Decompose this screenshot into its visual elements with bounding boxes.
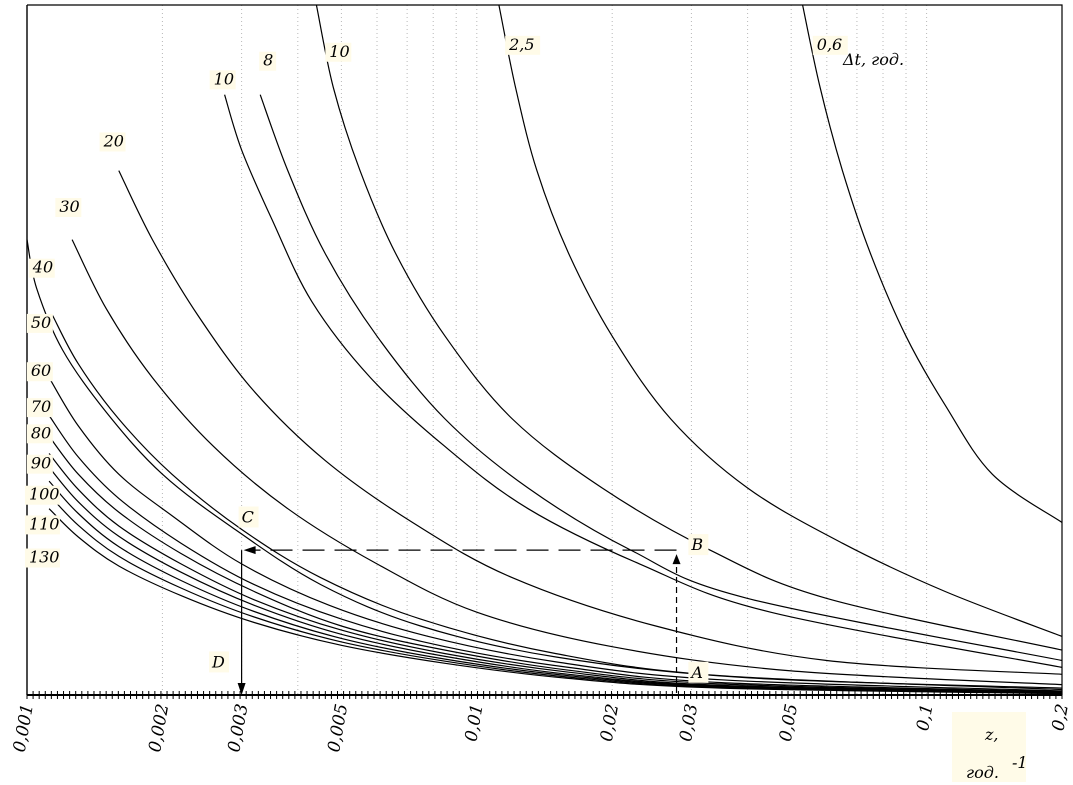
arrowhead-down xyxy=(237,683,246,695)
curve-label-background xyxy=(26,362,53,382)
x-tick-label-group: 0,02 xyxy=(597,702,623,743)
curve-20-5 xyxy=(118,170,1063,675)
curve-80-11 xyxy=(48,435,1063,693)
curve-label-background xyxy=(505,35,541,55)
curve-label-background xyxy=(325,42,352,62)
curve-100-13 xyxy=(48,466,1063,694)
curve-70-10 xyxy=(48,415,1063,693)
annotation-points: A B C D xyxy=(209,506,709,683)
curve-label-background xyxy=(55,198,82,217)
curve-30-6 xyxy=(71,239,1063,686)
x-tick-label-group: 0,03 xyxy=(676,702,702,743)
x-tick-label: 0,02 xyxy=(597,702,623,743)
legend-title-text: Δt, год. xyxy=(842,50,904,69)
curve-label: 10 xyxy=(329,42,349,61)
x-axis-title: z, год. -1 xyxy=(952,712,1028,782)
x-tick-label: 0,05 xyxy=(776,702,802,743)
grid-lines xyxy=(26,5,1063,695)
curve-40-7 xyxy=(26,239,1063,689)
x-tick-label: 0,002 xyxy=(145,702,173,753)
x-tick-label: 0,1 xyxy=(913,702,937,732)
arrowhead-up xyxy=(672,554,681,565)
curve-labels: 0,6 2,5 10 8 10 20 30 40 50 60 70 80 90 100 110 130 xyxy=(24,35,848,568)
x-tick-label-group: 0,001 xyxy=(10,702,38,753)
curve-2-5-1 xyxy=(498,4,1063,637)
point-label-background xyxy=(688,534,709,556)
curve-label-background xyxy=(26,313,53,333)
point-label-background xyxy=(688,661,709,683)
curve-50-8 xyxy=(52,315,1063,691)
curve-130-16 xyxy=(48,508,1063,695)
curve-label: 90 xyxy=(31,454,51,473)
curve-label-background xyxy=(24,515,60,535)
curve-10-4 xyxy=(224,94,1063,668)
curve-label-background xyxy=(812,35,848,55)
x-tick-label: 0,005 xyxy=(324,702,352,753)
curve-label: 130 xyxy=(29,548,60,567)
curve-label: 30 xyxy=(59,197,79,216)
curve-label-background xyxy=(26,398,53,418)
curve-label-background xyxy=(28,258,55,278)
x-tick-label: 0,001 xyxy=(10,702,38,753)
curve-label: 80 xyxy=(31,423,51,442)
curve-label: 2,5 xyxy=(508,35,534,54)
x-tick-label: 0,2 xyxy=(1049,702,1073,732)
curve-label: 10 xyxy=(214,69,234,88)
curve-label: 110 xyxy=(29,514,60,533)
curve-unlabeled-15 xyxy=(48,494,1063,694)
x-tick-label-group: 0,05 xyxy=(776,702,802,743)
curve-label-background xyxy=(24,485,60,505)
point-label-c: C xyxy=(242,508,254,527)
point-label-background xyxy=(238,506,259,528)
point-label-background xyxy=(209,651,230,673)
x-tick-label-group: 0,002 xyxy=(145,702,173,753)
curve-label: 40 xyxy=(32,258,53,277)
x-axis-unit: год. xyxy=(966,763,999,782)
x-tick-label-group: 0,1 xyxy=(913,702,937,732)
x-tick-label: 0,003 xyxy=(224,702,252,753)
curve-110-14 xyxy=(48,480,1063,694)
curve-label-background xyxy=(26,454,53,474)
curve-8-3 xyxy=(259,94,1063,662)
x-axis-label: z, xyxy=(984,725,999,744)
point-label-b: B xyxy=(690,535,703,554)
curve-60-9 xyxy=(48,377,1063,692)
curve-label: 100 xyxy=(29,485,60,504)
x-tick-label-group: 0,2 xyxy=(1049,702,1073,732)
plot-frame xyxy=(26,4,1063,696)
x-tick-label-group: 0,003 xyxy=(224,702,252,753)
arrowhead-left xyxy=(243,546,256,555)
x-tick-labels: 0,001 0,002 0,003 0,005 0,01 0,02 0,03 0,05 0,1 0… xyxy=(10,702,1073,753)
curve-label: 70 xyxy=(31,397,51,416)
x-axis-title-background xyxy=(952,712,1026,782)
curve-90-12 xyxy=(48,453,1063,693)
curve-label-background xyxy=(26,424,53,444)
x-tick-label: 0,01 xyxy=(461,702,487,743)
curve-label: 50 xyxy=(31,313,51,332)
curve-label-background xyxy=(24,548,60,568)
curve-label-background xyxy=(209,70,236,90)
x-tick-label-group: 0,005 xyxy=(324,702,352,753)
curve-label-background xyxy=(259,51,277,71)
curve-10-2 xyxy=(315,4,1063,651)
point-label-d: D xyxy=(211,652,225,671)
legend-title: Δt, год. xyxy=(842,50,904,69)
curve-label: 0,6 xyxy=(817,35,842,54)
curve-0-6-0 xyxy=(802,4,1063,523)
x-axis-unit-exponent: -1 xyxy=(1012,753,1028,772)
curve-label: 20 xyxy=(103,131,124,150)
x-tick-label-group: 0,01 xyxy=(461,702,487,743)
curve-label-background xyxy=(99,132,126,152)
curves xyxy=(26,4,1063,695)
construction-path xyxy=(237,546,681,695)
curve-label: 8 xyxy=(263,51,273,70)
curve-label: 60 xyxy=(31,361,51,380)
point-label-a: A xyxy=(689,663,703,682)
x-tick-label: 0,03 xyxy=(676,702,702,743)
